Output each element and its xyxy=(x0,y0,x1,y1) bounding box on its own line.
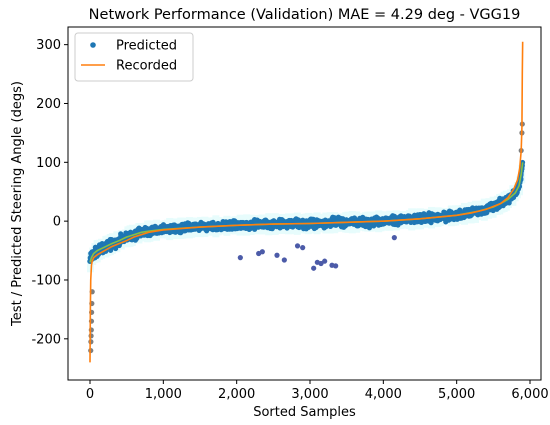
x-tick-label: 0 xyxy=(86,387,94,402)
x-tick-label: 2,000 xyxy=(218,387,255,402)
predicted-outlier-point xyxy=(322,258,328,264)
predicted-outlier-point xyxy=(311,265,317,271)
x-tick-label: 5,000 xyxy=(438,387,475,402)
y-tick-label: 100 xyxy=(36,156,61,171)
data-layer xyxy=(87,41,526,363)
x-axis: 0 1,000 2,000 3,000 4,000 5,000 6,000 xyxy=(86,380,549,402)
predicted-outlier-point xyxy=(259,249,265,255)
predicted-outlier-point xyxy=(274,252,280,258)
predicted-outlier-point xyxy=(391,235,397,241)
predicted-outlier-point xyxy=(281,257,287,263)
x-tick-label: 4,000 xyxy=(365,387,402,402)
legend: Predicted Recorded xyxy=(74,32,194,82)
recorded-line xyxy=(89,41,524,363)
predicted-point xyxy=(113,245,119,252)
y-tick-label: 200 xyxy=(36,97,61,112)
legend-marker-predicted xyxy=(90,42,96,48)
predicted-point xyxy=(506,200,512,206)
plot-area-frame xyxy=(67,26,542,381)
chart-title: Network Performance (Validation) MAE = 4… xyxy=(89,7,521,23)
predicted-outlier-point xyxy=(300,245,306,251)
x-tick-label: 6,000 xyxy=(511,387,548,402)
legend-box xyxy=(74,32,194,82)
y-axis: -200 -100 0 100 200 300 xyxy=(31,38,68,347)
legend-label-recorded: Recorded xyxy=(116,59,177,74)
y-tick-label: -200 xyxy=(31,332,61,347)
x-tick-label: 1,000 xyxy=(145,387,182,402)
predicted-outlier-point xyxy=(88,333,94,339)
x-tick-label: 3,000 xyxy=(291,387,328,402)
x-axis-label: Sorted Samples xyxy=(253,405,356,420)
legend-label-predicted: Predicted xyxy=(116,39,177,54)
predicted-outlier-point xyxy=(294,243,301,249)
y-tick-label: 300 xyxy=(36,38,61,53)
predicted-outlier-point xyxy=(237,255,243,261)
y-tick-label: -100 xyxy=(31,273,61,288)
y-tick-label: 0 xyxy=(53,215,61,230)
predicted-outlier-point xyxy=(333,263,339,269)
y-axis-label: Test / Predicted Steering Angle (degs) xyxy=(10,81,25,327)
